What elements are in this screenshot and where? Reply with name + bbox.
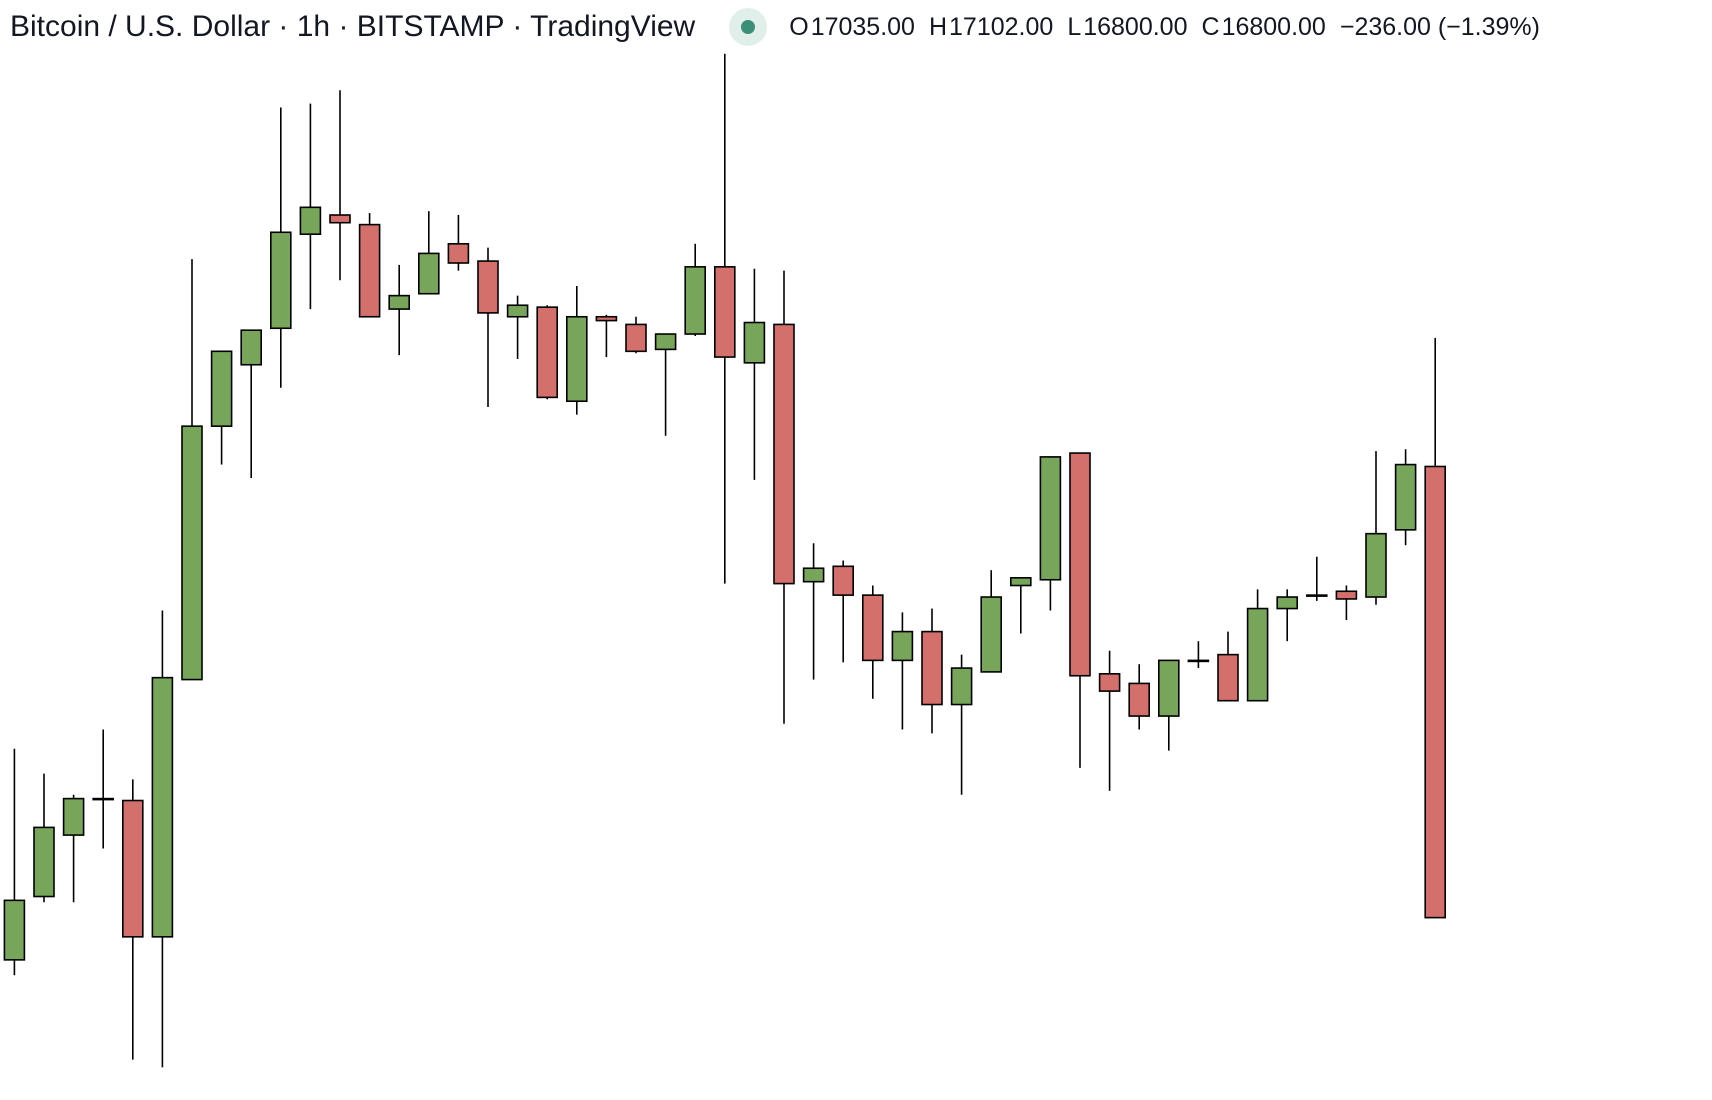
candle-body [329,214,351,224]
candle-body [1306,594,1328,597]
candle-body [1424,465,1446,919]
ohlc-value: 17035.00 [810,12,915,41]
candle-body [654,333,677,351]
candle-body [1217,653,1239,702]
candle-body [358,223,381,318]
candle-body [1276,596,1298,610]
candle-body [122,799,144,938]
candle-body [1158,659,1180,717]
legend-bar: Bitcoin / U.S. Dollar · 1h · BITSTAMP · … [10,8,1554,46]
candle-body [536,306,559,399]
ohlc-values: O17035.00 H17102.00 L16800.00 C16800.00 [789,13,1340,42]
candle-body [299,206,322,236]
ohlc-value: 16800.00 [1083,12,1188,41]
candle-body [832,565,855,596]
candle-body [891,630,914,662]
candle-body [1246,607,1269,702]
candle-body [773,323,795,585]
candle-body [269,231,292,330]
status-dot [729,8,768,46]
candle-body [33,826,55,898]
candle-body [1039,456,1062,581]
ohlc-key: H [928,12,948,41]
candle-body [980,596,1003,673]
candle-body [950,667,973,706]
candle-body [1187,659,1210,663]
candle-body [62,797,85,836]
symbol-title: Bitcoin / U.S. Dollar · 1h · BITSTAMP · … [10,10,696,43]
candle-body [477,260,499,314]
ohlc-item: H17102.00 [929,13,1053,42]
ohlc-key: L [1067,12,1082,41]
candle-body [447,243,470,264]
candle-body [506,304,529,318]
candle-body [151,676,174,938]
ohlc-value: 17102.00 [949,12,1054,41]
ohlc-item: C16800.00 [1202,13,1326,42]
candle-body [1394,463,1417,531]
candle-body [210,350,233,427]
candle-body [684,266,707,335]
ohlc-key: C [1201,12,1220,41]
candle-body [861,594,884,662]
candle-body [240,329,262,366]
candle-body [1069,452,1091,677]
candle-body [921,630,943,706]
candle-body [595,315,618,322]
candle-body [3,899,26,961]
candle-body [1335,590,1358,600]
candle-body [1365,532,1387,598]
candle-body [1098,673,1121,692]
ohlc-item: L16800.00 [1067,13,1187,42]
ohlc-item: O17035.00 [789,13,915,42]
candle-body [417,252,440,295]
candle-body [388,294,411,310]
candle-body [1009,577,1032,587]
candle-body [1128,682,1150,717]
candle-body [92,797,114,801]
ohlc-value: 16800.00 [1221,12,1326,41]
change: −236.00 (−1.39%) [1339,12,1540,41]
candle-body [181,425,203,681]
candle-body [565,315,588,403]
candle-body [713,266,736,358]
candle-body [802,567,825,583]
ohlc-key: O [789,12,809,41]
candle-body [625,323,647,353]
candle-body [743,321,766,364]
